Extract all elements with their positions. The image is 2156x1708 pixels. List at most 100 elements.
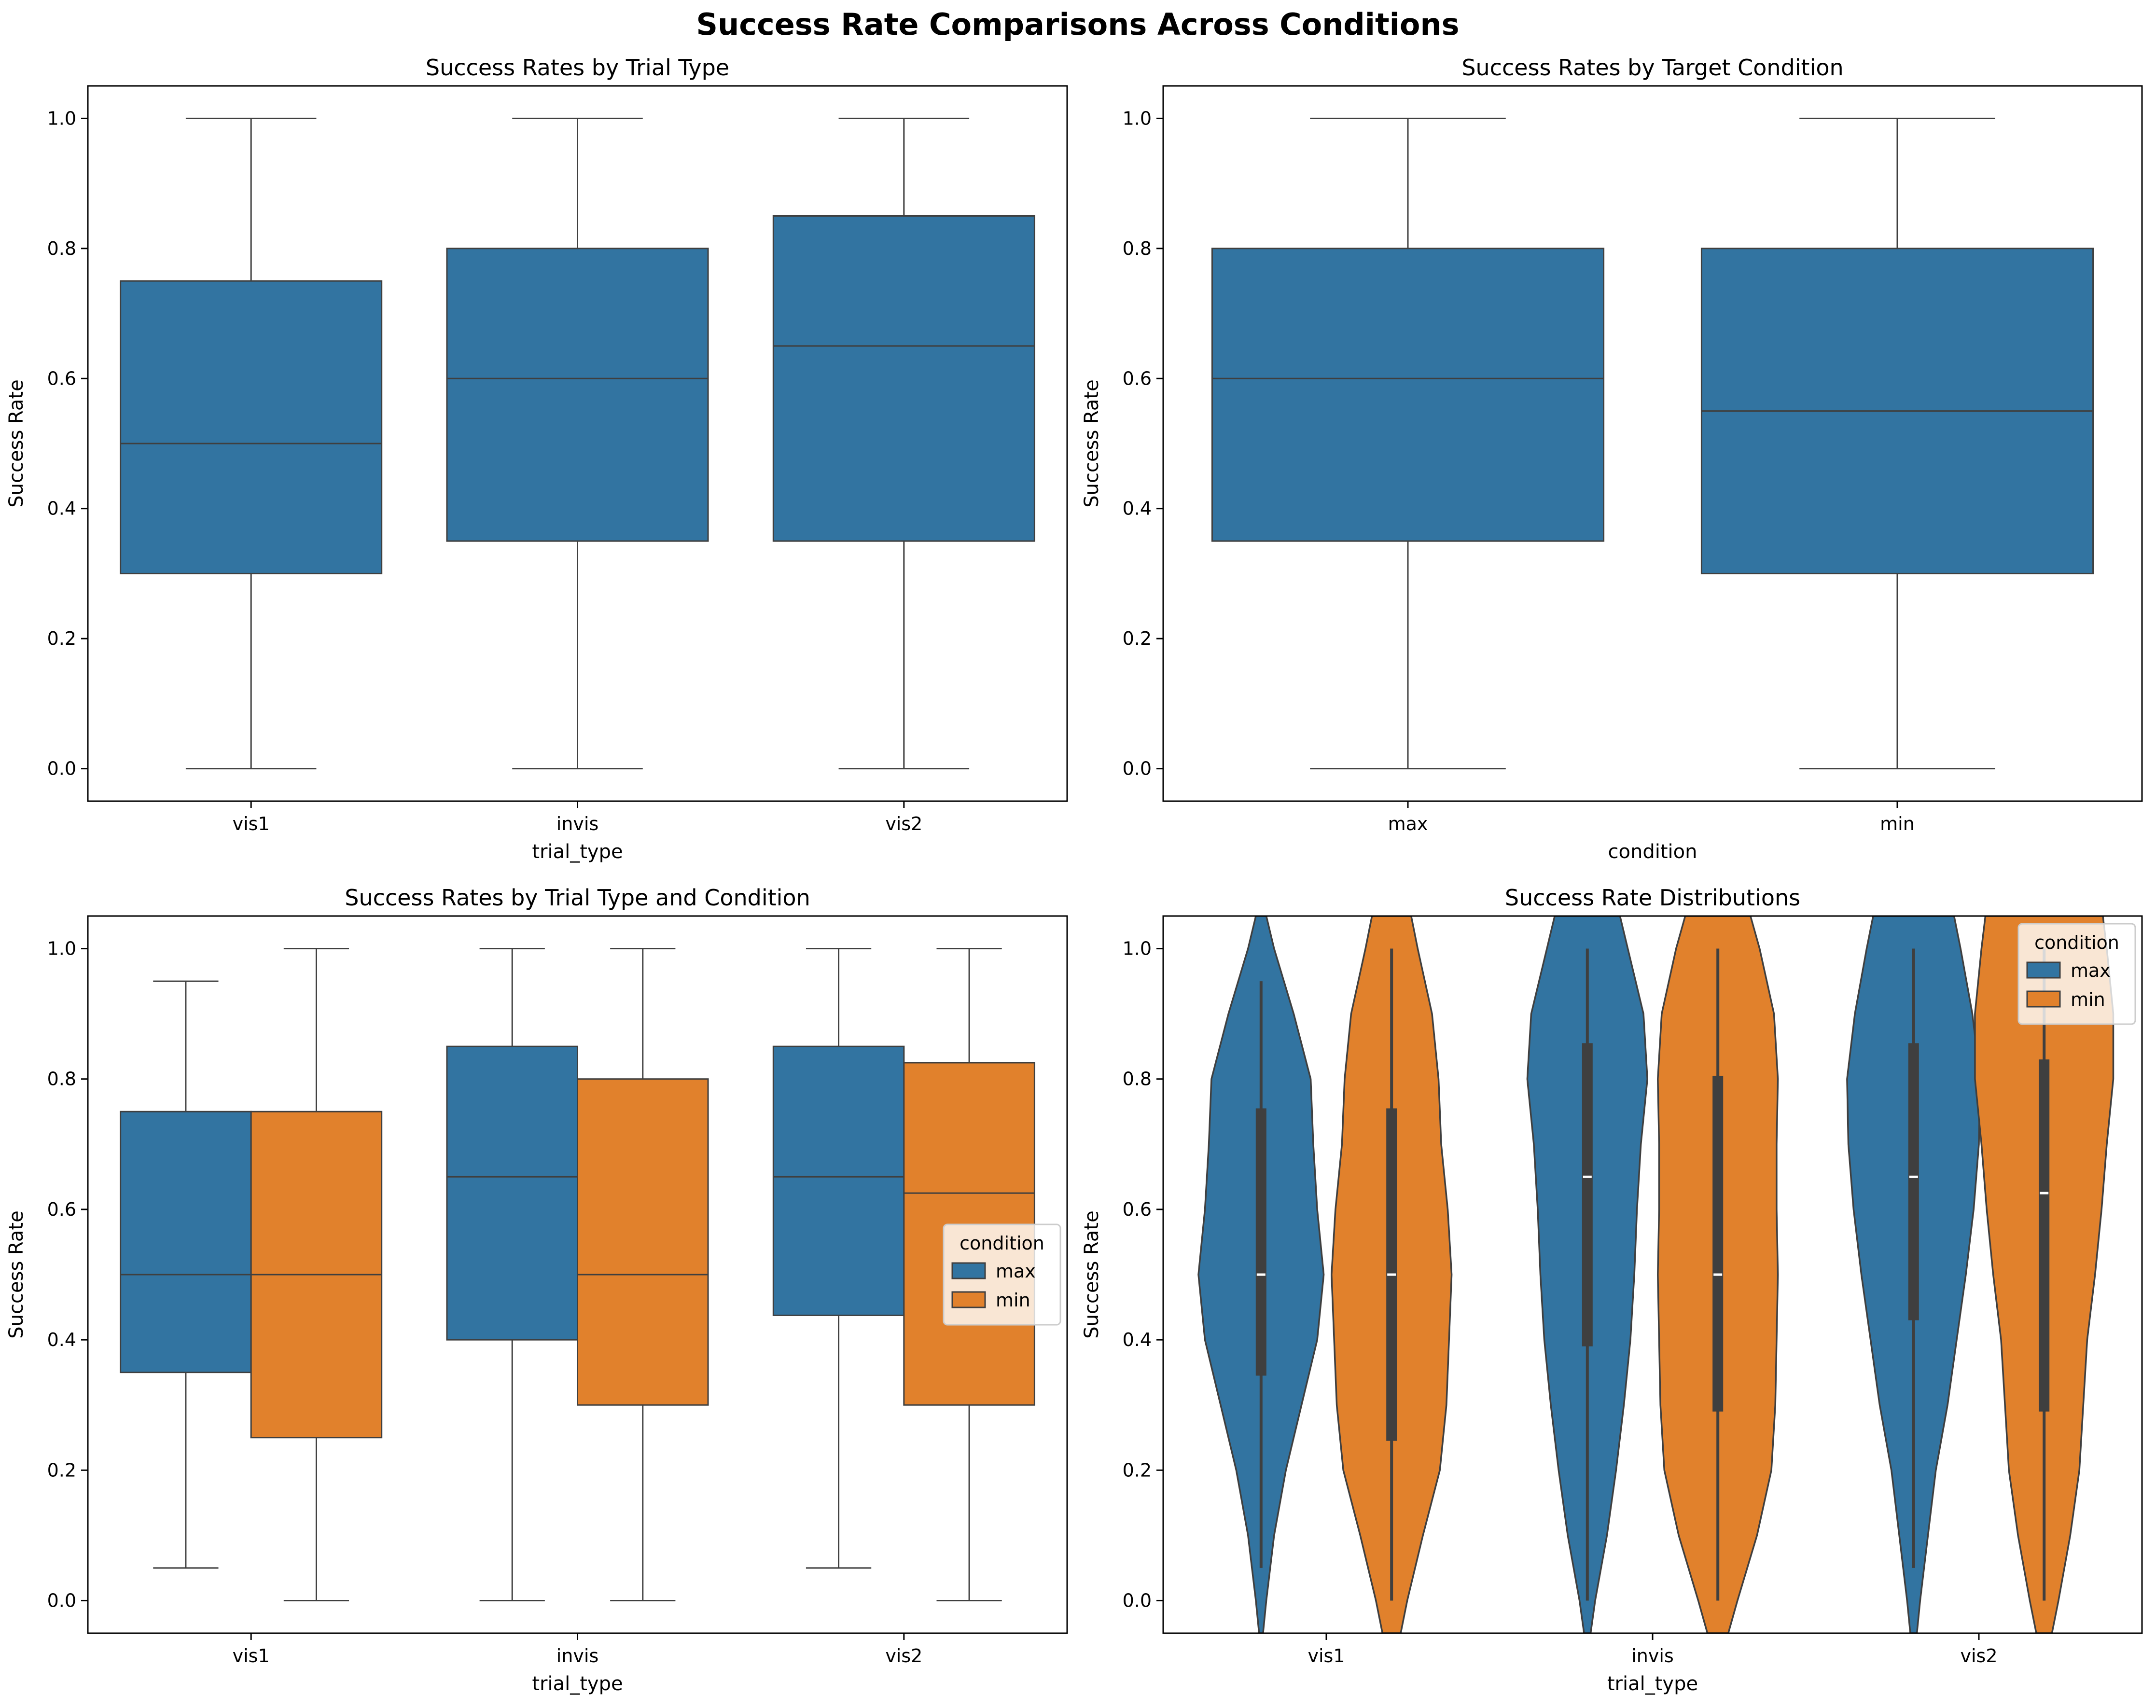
box-max-invis	[446, 948, 578, 1601]
y-tick-label: 0.0	[47, 1590, 76, 1611]
y-tick-label: 0.6	[1123, 368, 1152, 389]
y-tick-label: 0.2	[1123, 628, 1152, 649]
y-tick-label: 0.0	[1123, 758, 1152, 779]
y-tick-label: 0.2	[47, 628, 76, 649]
x-axis-label: trial_type	[532, 1673, 623, 1695]
box-iqr	[446, 248, 709, 542]
box-max-vis2	[772, 948, 905, 1569]
violin-min-vis2	[1974, 916, 2114, 1633]
box-vis2	[772, 117, 1035, 770]
y-tick-label: 1.0	[1123, 938, 1152, 959]
y-tick-label: 0.8	[1123, 1069, 1152, 1090]
box-iqr	[772, 215, 1035, 542]
y-tick-label: 0.0	[1123, 1590, 1152, 1611]
axes-frame	[87, 85, 1068, 802]
legend-title: condition	[2034, 932, 2119, 953]
x-tick-label: invis	[556, 1645, 599, 1666]
y-tick-label: 0.8	[1123, 238, 1152, 259]
x-tick-label: max	[1388, 813, 1428, 834]
box-min	[1700, 117, 2094, 770]
box-iqr	[772, 1045, 905, 1316]
subplot-title: Success Rate Distributions	[1505, 885, 1800, 911]
y-tick-label: 0.4	[47, 498, 76, 519]
violin-iqr-box	[1712, 1075, 1724, 1412]
y-tick-label: 1.0	[47, 938, 76, 959]
x-tick-label: vis1	[1308, 1645, 1345, 1666]
legend-label-max: max	[996, 1261, 1036, 1282]
box-iqr	[120, 280, 383, 574]
legend-label-min: min	[996, 1290, 1030, 1311]
box-iqr	[1211, 248, 1605, 542]
legend: condition max min	[2017, 923, 2136, 1025]
subplot-title: Success Rates by Trial Type and Conditio…	[345, 885, 810, 911]
axes-frame	[1162, 915, 2143, 1634]
x-tick-label: vis2	[885, 813, 922, 834]
violin-iqr-box	[1582, 1043, 1593, 1347]
legend-swatch-max	[2026, 961, 2061, 979]
legend-label-max: max	[2071, 960, 2111, 981]
y-tick-label: 0.4	[1123, 498, 1152, 519]
figure-title: Success Rate Comparisons Across Conditio…	[696, 7, 1459, 42]
legend-swatch-min	[951, 1291, 986, 1308]
x-tick-label: min	[1880, 813, 1915, 834]
subplot-3: Success Rates by Trial Type and Conditio…	[5, 885, 1068, 1695]
violin-max-invis	[1526, 916, 1648, 1633]
x-tick-label: vis1	[233, 1645, 270, 1666]
legend-label-min: min	[2071, 989, 2105, 1010]
x-tick-label: vis2	[1960, 1645, 1997, 1666]
y-tick-label: 0.2	[47, 1459, 76, 1481]
box-iqr	[120, 1111, 252, 1374]
subplot-title: Success Rates by Trial Type	[426, 55, 729, 81]
violin-max-vis1	[1197, 916, 1325, 1633]
plot-marks	[1211, 117, 2094, 770]
y-tick-label: 0.0	[47, 758, 76, 779]
x-tick-label: invis	[1631, 1645, 1674, 1666]
axes-frame	[87, 915, 1068, 1634]
y-axis-label: Success Rate	[5, 1210, 28, 1338]
x-tick-label: vis1	[233, 813, 270, 834]
x-axis-label: trial_type	[532, 841, 623, 863]
y-axis-label: Success Rate	[1081, 379, 1103, 507]
box-iqr	[446, 1045, 578, 1341]
x-tick-label: vis2	[885, 1645, 922, 1666]
subplot-title: Success Rates by Target Condition	[1461, 55, 1843, 81]
violin-iqr-box	[1908, 1043, 1919, 1320]
violin-max-vis2	[1846, 916, 1981, 1633]
legend-swatch-max	[951, 1262, 986, 1279]
x-tick-label: invis	[556, 813, 599, 834]
plot-marks	[120, 117, 1035, 770]
legend-swatch-min	[2026, 990, 2061, 1008]
box-vis1	[120, 117, 383, 770]
legend: condition max min	[943, 1223, 1061, 1326]
y-tick-label: 1.0	[1123, 108, 1152, 129]
y-tick-label: 0.6	[1123, 1199, 1152, 1220]
y-tick-label: 0.6	[47, 1199, 76, 1220]
subplot-4: Success Rate Distributions 0.0 0.2 0.4 0.6 0.…	[1081, 885, 2143, 1695]
subplot-1: Success Rates by Trial Type 0.0 0.2 0.4 0.6 0…	[5, 55, 1068, 863]
violin-min-vis1	[1331, 916, 1453, 1633]
x-axis-label: trial_type	[1607, 1673, 1698, 1695]
y-tick-label: 0.4	[47, 1329, 76, 1350]
violin-min-invis	[1657, 916, 1779, 1633]
plot-marks	[1197, 916, 2114, 1633]
y-tick-label: 0.8	[47, 1069, 76, 1090]
box-max	[1211, 117, 1605, 770]
box-min-vis1	[250, 948, 383, 1601]
y-tick-label: 1.0	[47, 108, 76, 129]
plot-marks	[120, 948, 1035, 1601]
axes-frame	[1162, 85, 2143, 802]
legend-title: condition	[960, 1233, 1044, 1254]
box-min-invis	[577, 948, 709, 1601]
y-axis-label: Success Rate	[5, 379, 28, 507]
violin-iqr-box	[2039, 1059, 2050, 1412]
box-invis	[446, 117, 709, 770]
box-iqr	[577, 1078, 709, 1406]
violin-iqr-box	[1255, 1108, 1266, 1376]
y-tick-label: 0.4	[1123, 1329, 1152, 1350]
y-tick-label: 0.2	[1123, 1459, 1152, 1481]
subplot-2: Success Rates by Target Condition 0.0 0.2 0…	[1081, 55, 2143, 863]
box-max-vis1	[120, 980, 252, 1569]
y-tick-label: 0.6	[47, 368, 76, 389]
y-axis-label: Success Rate	[1081, 1210, 1103, 1338]
